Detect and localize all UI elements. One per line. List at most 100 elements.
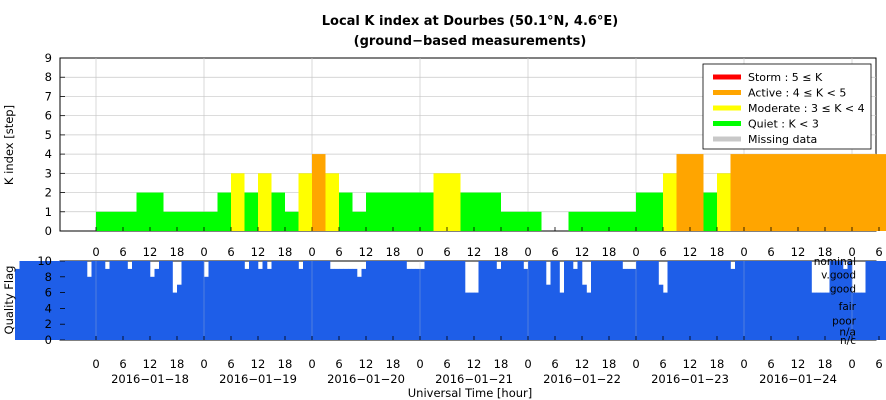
quality-bar <box>636 261 641 340</box>
bottom-hour-tick-label: 6 <box>875 357 882 371</box>
quality-bar <box>33 261 38 340</box>
mid-hour-tick-label: 0 <box>848 245 855 259</box>
k-index-bar <box>568 211 582 231</box>
quality-bar <box>73 261 79 340</box>
bottom-hour-tick-label: 18 <box>710 357 725 371</box>
q-y-tick-label: 2 <box>45 317 52 331</box>
bottom-hour-tick-label: 12 <box>359 357 374 371</box>
quality-bar <box>865 261 871 340</box>
quality-bar <box>757 261 763 340</box>
quality-bar <box>231 261 236 340</box>
quality-bars <box>15 261 886 340</box>
quality-bar <box>847 261 853 340</box>
mid-hour-tick-label: 12 <box>251 245 266 259</box>
bottom-hour-tick-label: 0 <box>740 357 747 371</box>
quality-bar <box>141 261 146 340</box>
quality-bar <box>739 261 745 340</box>
k-y-tick-label: 2 <box>45 186 52 200</box>
bottom-hour-tick-label: 0 <box>632 357 639 371</box>
bottom-hour-tick-label: 18 <box>386 357 401 371</box>
quality-bar <box>748 261 754 340</box>
quality-bar <box>618 261 623 340</box>
quality-bar <box>109 261 115 340</box>
quality-bar <box>712 261 718 340</box>
quality-bar <box>204 276 209 340</box>
q-y-tick-label: 8 <box>45 270 52 284</box>
quality-bar <box>132 261 137 340</box>
quality-bar <box>91 261 97 340</box>
k-index-bar <box>649 192 663 231</box>
bottom-hour-tick-label: 12 <box>143 357 158 371</box>
quality-bar <box>168 261 173 340</box>
quality-bar <box>19 261 25 340</box>
date-label: 2016−01−20 <box>327 372 405 386</box>
quality-bar <box>654 261 659 340</box>
k-index-y-axis-label: K index [step] <box>2 105 16 185</box>
quality-bar <box>658 284 664 340</box>
k-index-bar <box>730 154 744 231</box>
date-labels: 2016−01−18 2016−01−19 2016−01−20 2016−01−21… <box>111 372 837 386</box>
quality-bar <box>334 268 340 340</box>
quality-bar <box>649 261 655 340</box>
legend-label: Quiet : K < 3 <box>748 118 819 131</box>
k-index-bar <box>150 192 164 231</box>
quality-bar <box>82 261 88 340</box>
quality-bar <box>640 261 646 340</box>
quality-bar <box>384 261 389 340</box>
quality-bar <box>348 268 353 340</box>
k-index-bar <box>406 192 420 231</box>
k-index-bar <box>879 154 886 231</box>
quality-bar <box>816 292 821 340</box>
quality-bar <box>15 268 20 340</box>
legend-label: Moderate : 3 ≤ K < 4 <box>748 102 865 115</box>
mid-hour-tick-label: 0 <box>740 245 747 259</box>
quality-bar <box>69 261 74 340</box>
k-index-bar <box>244 192 258 231</box>
quality-bar <box>645 261 650 340</box>
k-index-bar <box>663 173 677 231</box>
quality-bar <box>447 261 452 340</box>
quality-bar <box>325 261 331 340</box>
k-index-bar <box>690 154 704 231</box>
bottom-hour-tick-label: 0 <box>92 357 99 371</box>
k-index-bar <box>582 211 596 231</box>
quality-bar <box>402 261 407 340</box>
quality-bar <box>118 261 124 340</box>
quality-bar <box>559 292 565 340</box>
quality-bar <box>744 261 749 340</box>
mid-hour-tick-label: 18 <box>710 245 725 259</box>
quality-bar <box>145 261 151 340</box>
quality-bar <box>460 261 466 340</box>
bottom-hour-tick-label: 12 <box>683 357 698 371</box>
k-index-bar <box>379 192 393 231</box>
quality-bar <box>370 261 376 340</box>
quality-bar <box>564 261 569 340</box>
quality-bar <box>600 261 605 340</box>
k-index-bar <box>798 154 812 231</box>
quality-bar <box>186 261 191 340</box>
quality-bar <box>271 261 277 340</box>
legend-label: Storm : 5 ≤ K <box>748 71 823 84</box>
bottom-hour-tick-label: 6 <box>227 357 234 371</box>
quality-bar <box>195 261 200 340</box>
k-index-bar <box>136 192 150 231</box>
quality-bar <box>613 261 619 340</box>
k-index-bar <box>271 192 285 231</box>
quality-bar <box>388 261 394 340</box>
quality-bar <box>469 292 475 340</box>
k-index-bar <box>285 211 299 231</box>
quality-bar <box>852 292 857 340</box>
quality-bar <box>415 268 421 340</box>
quality-bar <box>244 268 250 340</box>
quality-bar <box>330 268 335 340</box>
k-index-bar <box>825 154 839 231</box>
quality-bar <box>586 292 592 340</box>
quality-bar <box>735 261 740 340</box>
bottom-hour-tick-label: 6 <box>551 357 558 371</box>
quality-bar <box>667 261 673 340</box>
quality-bar <box>523 268 529 340</box>
mid-hour-tick-label: 18 <box>170 245 185 259</box>
mid-hour-tick-label: 0 <box>524 245 531 259</box>
quality-bar <box>838 261 844 340</box>
k-index-bar <box>717 173 731 231</box>
